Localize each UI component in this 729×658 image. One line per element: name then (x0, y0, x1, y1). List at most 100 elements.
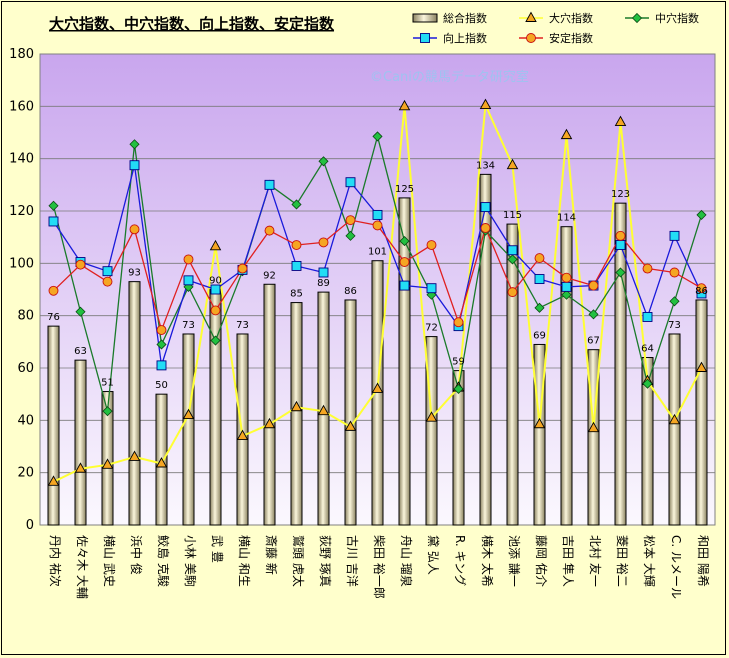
bar-sogo (344, 299, 357, 526)
line-antei-point (318, 237, 329, 248)
legend-label: 安定指数 (549, 31, 593, 45)
line-antei-point (669, 267, 680, 278)
line-nakaana-point (291, 199, 302, 210)
line-nakaana-point (102, 406, 113, 417)
line-oana-point (560, 128, 573, 140)
line-oana-point (614, 115, 627, 126)
x-category-label: R. キング (453, 535, 467, 586)
line-kojo-point (561, 281, 572, 292)
line-kojo-point (156, 360, 167, 371)
y-tick-label: 60 (17, 361, 34, 376)
bar-sogo (425, 336, 438, 526)
bar-value-label: 86 (695, 286, 708, 297)
x-category-label: 丹内 祐次 (48, 535, 62, 587)
x-category-label: 佐々木 大輔 (75, 535, 89, 599)
line-antei-point (75, 259, 86, 270)
bar-value-label: 134 (476, 160, 495, 171)
x-category-label: 柴田 裕一郎 (372, 535, 387, 599)
line-oana-point (74, 462, 87, 473)
bar-sogo (506, 223, 519, 526)
line-antei-point (615, 230, 626, 241)
line-oana-point (371, 382, 384, 393)
line-oana-point (398, 99, 411, 111)
line-kojo-point (345, 177, 356, 188)
line-nakaana-point (48, 200, 59, 211)
bar-sogo (560, 226, 573, 526)
bar-sogo (182, 333, 195, 526)
legend-label: 総合指数 (443, 11, 487, 25)
bar-sogo (479, 173, 492, 526)
x-category-label: 黛 弘人 (426, 535, 440, 575)
legend-marker (526, 33, 536, 43)
bar-value-label: 59 (452, 357, 465, 368)
line-nakaana-point (156, 339, 167, 350)
x-category-label: 横山 和生 (237, 535, 251, 587)
bar-value-label: 63 (74, 346, 87, 357)
bar-sogo (398, 197, 411, 526)
line-nakaana-point (399, 236, 410, 247)
line-kojo-point (426, 283, 437, 294)
line-kojo-point (129, 160, 140, 171)
bar-value-label: 73 (182, 320, 195, 331)
line-antei-point (561, 272, 572, 283)
line-oana-point (533, 417, 546, 429)
bar-sogo (101, 391, 114, 526)
legend-label: 大穴指数 (549, 11, 593, 25)
bar-value-label: 123 (611, 189, 630, 200)
line-antei-point (237, 263, 248, 274)
line-antei-point (642, 263, 653, 274)
bar-value-label: 85 (290, 289, 303, 300)
line-antei-point (102, 276, 113, 287)
x-category-label: 古川 吉洋 (345, 535, 360, 587)
bar-value-label: 76 (47, 312, 60, 323)
bar-value-label: 125 (395, 184, 414, 195)
x-category-label: 北村 友一 (588, 535, 602, 587)
bar-sogo (74, 359, 87, 526)
line-antei-point (345, 215, 356, 226)
line-antei-point (210, 305, 221, 316)
bar-value-label: 51 (101, 378, 114, 389)
line-antei-point (399, 257, 410, 267)
line-oana-point (101, 458, 114, 469)
line-nakaana-point (615, 267, 626, 278)
bar-sogo (614, 202, 627, 526)
x-category-label: 舟山 瑠泉 (399, 535, 413, 587)
y-tick-label: 80 (17, 309, 34, 324)
line-kojo-point (480, 202, 491, 213)
line-antei-point (291, 240, 302, 250)
line-antei-point (453, 317, 464, 328)
line-oana-point (479, 98, 492, 109)
line-kojo-point (210, 284, 221, 295)
line-oana-point (695, 361, 708, 372)
y-tick-label: 160 (9, 99, 34, 114)
legend-label: 向上指数 (443, 31, 487, 45)
bar-sogo (587, 349, 600, 526)
bar-sogo (47, 325, 60, 526)
bar-sogo (533, 343, 546, 526)
line-kojo-point (642, 312, 653, 322)
x-category-label: 松本 大輝 (642, 535, 656, 587)
line-nakaana-point (534, 302, 545, 313)
bar-value-label: 64 (641, 344, 654, 355)
line-oana-point (209, 239, 222, 251)
bar-value-label: 86 (344, 286, 357, 297)
line-oana-point (236, 429, 249, 440)
x-category-label: 池添 謙一 (507, 535, 521, 587)
x-category-label: 斎藤 新 (264, 535, 279, 575)
bar-value-label: 89 (317, 278, 330, 289)
x-category-label: 藤岡 佑介 (534, 535, 548, 587)
line-kojo-point (102, 266, 113, 277)
line-antei-point (480, 223, 491, 233)
legend-marker (420, 33, 430, 43)
line-antei-point (588, 280, 599, 291)
line-oana-point (425, 411, 438, 422)
line-nakaana-point (669, 296, 680, 307)
y-tick-label: 20 (17, 466, 34, 481)
line-kojo-point (183, 275, 194, 286)
bar-value-label: 73 (236, 320, 249, 331)
line-kojo-point (48, 216, 59, 227)
y-tick-label: 140 (9, 152, 34, 167)
line-antei-point (48, 285, 59, 296)
